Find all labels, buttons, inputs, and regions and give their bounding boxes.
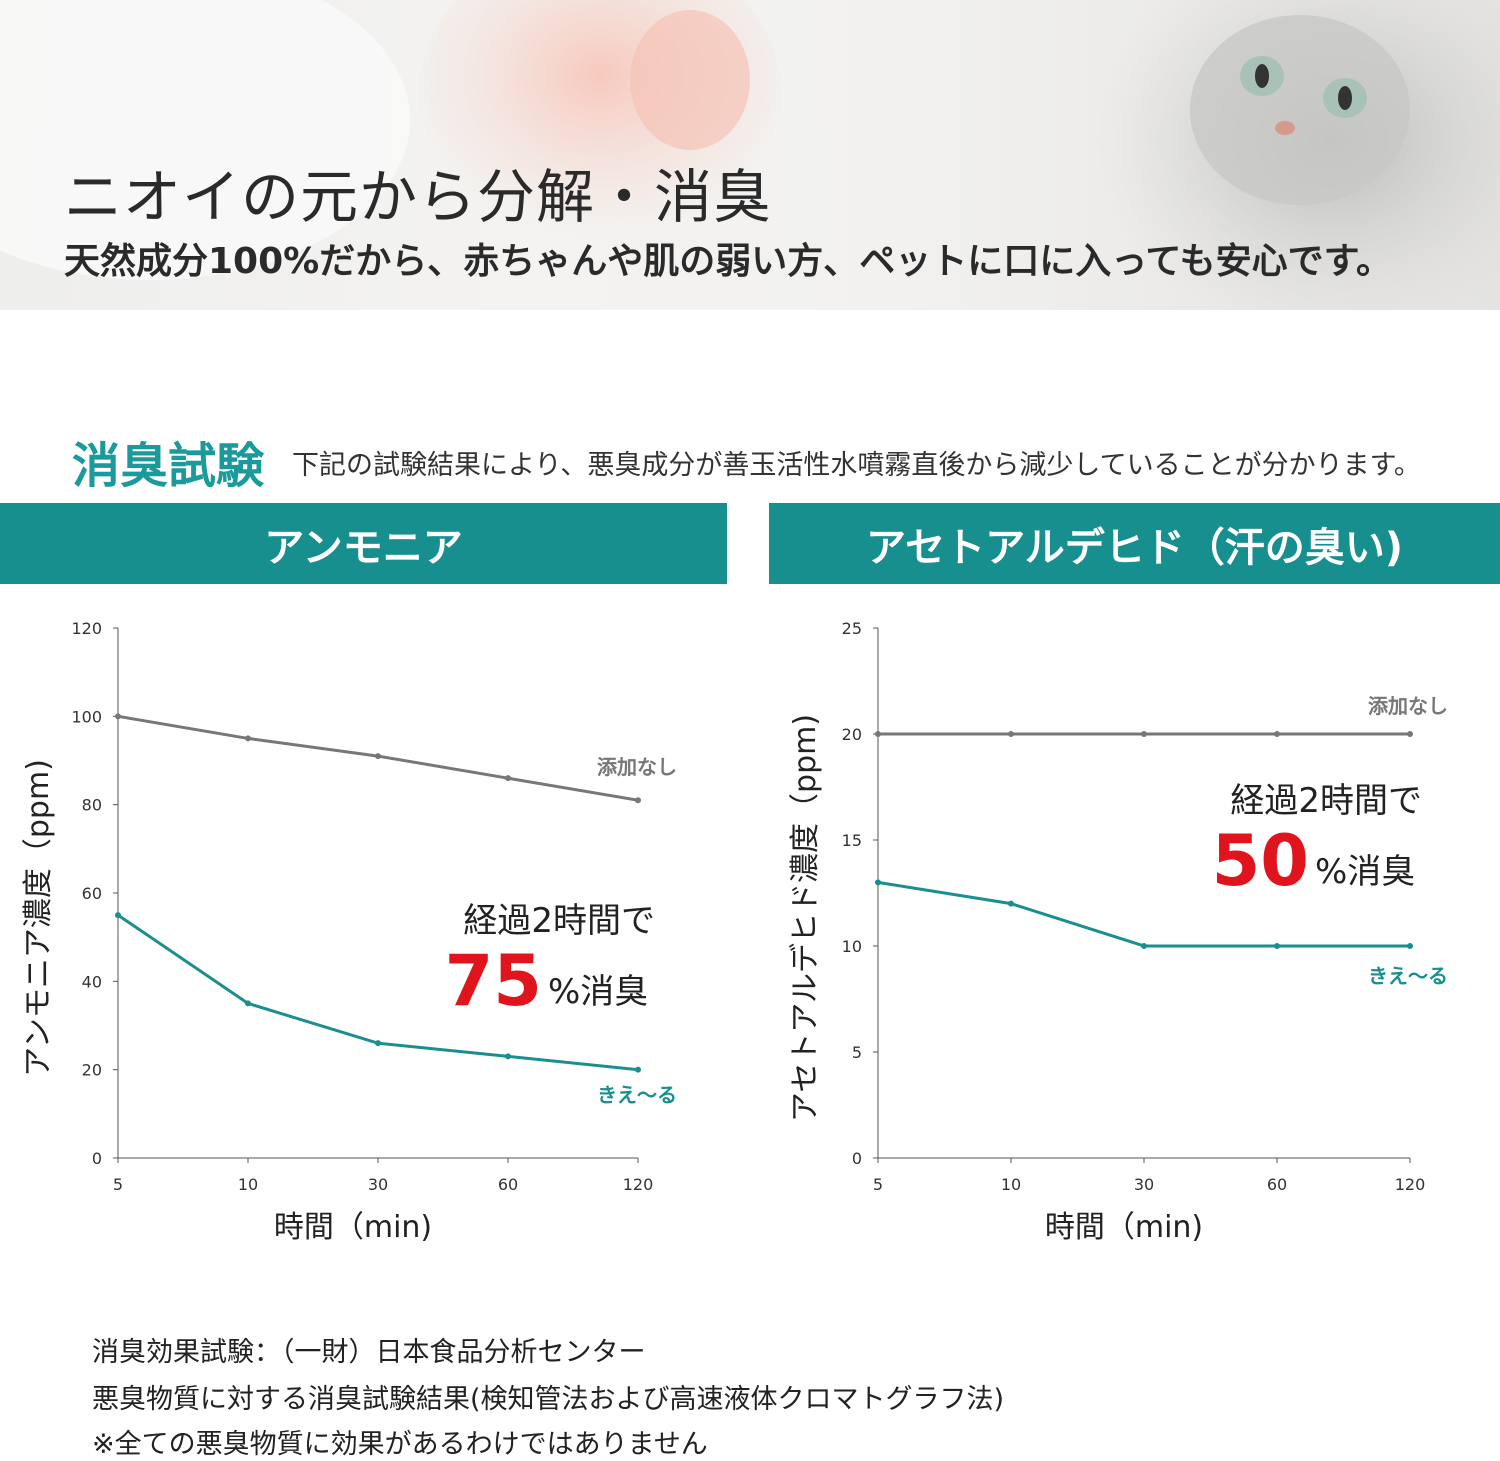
data-point-treated <box>1274 943 1280 949</box>
annotation-line1: 経過2時間で <box>463 901 655 941</box>
acetaldehyde-header: アセトアルデヒド（汗の臭い) <box>769 503 1500 584</box>
hero-subtitle: 天然成分100%だから、赤ちゃんや肌の弱い方、ペットに口に入っても安心です。 <box>64 241 1393 282</box>
y-tick-label: 40 <box>82 972 102 991</box>
y-tick-label: 20 <box>842 725 862 744</box>
y-tick-label: 15 <box>842 831 862 850</box>
data-point-untreated <box>1274 731 1280 737</box>
acetaldehyde-chart: 0 5 10 15 20 25 5 10 30 60 120 時間（min) アセトアルデヒド濃度（pp… <box>760 600 1500 1260</box>
x-tick-label: 30 <box>368 1175 388 1194</box>
data-point-untreated <box>375 753 381 760</box>
data-point-untreated <box>115 713 121 720</box>
series-label-untreated: 添加なし <box>1368 694 1448 718</box>
data-point-untreated <box>635 797 641 804</box>
data-point-treated <box>375 1040 381 1047</box>
x-tick-label: 30 <box>1134 1175 1154 1194</box>
footnote-3: ※全ての悪臭物質に効果があるわけではありません <box>92 1429 708 1460</box>
y-axis-label: アンモニア濃度（ppm) <box>21 759 56 1077</box>
y-tick-label: 10 <box>842 937 862 956</box>
section-description: 下記の試験結果により、悪臭成分が善玉活性水噴霧直後から減少していることが分かりま… <box>292 450 1421 481</box>
hero-banner: ニオイの元から分解・消臭 天然成分100%だから、赤ちゃんや肌の弱い方、ペットに… <box>0 0 1500 310</box>
hero-title: ニオイの元から分解・消臭 <box>64 163 773 231</box>
x-tick-label: 120 <box>623 1175 654 1194</box>
series-label-untreated: 添加なし <box>597 755 677 779</box>
annotation-number: 50 <box>1212 820 1309 902</box>
data-point-treated <box>505 1053 511 1060</box>
y-tick-label: 120 <box>71 619 102 638</box>
annotation-line1: 経過2時間で <box>1230 781 1422 821</box>
data-point-treated <box>245 1000 251 1007</box>
y-tick-label: 0 <box>852 1149 862 1168</box>
data-point-untreated <box>1008 731 1014 737</box>
y-tick-label: 20 <box>82 1061 102 1080</box>
data-point-treated <box>875 879 881 886</box>
y-tick-label: 60 <box>82 884 102 903</box>
section-title: 消臭試験 <box>72 438 265 494</box>
y-tick-label: 25 <box>842 619 862 638</box>
x-tick-label: 60 <box>498 1175 518 1194</box>
footnote-2: 悪臭物質に対する消臭試験結果(検知管法および高速液体クロマトグラフ法) <box>92 1384 1005 1415</box>
x-tick-label: 10 <box>1001 1175 1021 1194</box>
ammonia-chart: 0 20 40 60 80 100 120 5 10 30 60 120 時間（min) アンモニア濃度（… <box>0 600 740 1260</box>
series-label-treated: きえ〜る <box>597 1083 677 1107</box>
y-tick-label: 5 <box>852 1043 862 1062</box>
series-label-treated: きえ〜る <box>1368 964 1448 988</box>
y-tick-label: 100 <box>71 707 102 726</box>
data-point-treated <box>635 1066 641 1073</box>
annotation-number: 75 <box>445 940 542 1022</box>
footnote-1: 消臭効果試験：（一財）日本食品分析センター <box>92 1337 646 1368</box>
ammonia-header: アンモニア <box>0 503 727 584</box>
x-axis-label: 時間（min) <box>274 1210 432 1245</box>
data-point-untreated <box>1141 731 1147 737</box>
data-point-treated <box>1141 943 1147 949</box>
annotation-suffix: %消臭 <box>548 972 648 1012</box>
x-tick-label: 60 <box>1267 1175 1287 1194</box>
x-tick-label: 5 <box>113 1175 123 1194</box>
x-tick-label: 5 <box>873 1175 883 1194</box>
y-tick-label: 80 <box>82 796 102 815</box>
y-tick-label: 0 <box>92 1149 102 1168</box>
x-tick-label: 120 <box>1395 1175 1426 1194</box>
data-point-treated <box>1407 943 1413 949</box>
hero-photo <box>0 0 1500 310</box>
x-axis-label: 時間（min) <box>1045 1210 1203 1245</box>
data-point-untreated <box>875 731 881 737</box>
annotation-suffix: %消臭 <box>1315 852 1415 892</box>
data-point-untreated <box>245 735 251 742</box>
data-point-treated <box>1008 900 1014 907</box>
y-axis-label: アセトアルデヒド濃度（ppm) <box>788 714 823 1122</box>
data-point-treated <box>115 912 121 919</box>
ammonia-chart-svg: 0 20 40 60 80 100 120 5 10 30 60 120 時間（min) アンモニア濃度（… <box>21 619 677 1245</box>
x-tick-label: 10 <box>238 1175 258 1194</box>
data-point-untreated <box>505 775 511 782</box>
data-point-untreated <box>1407 731 1413 737</box>
